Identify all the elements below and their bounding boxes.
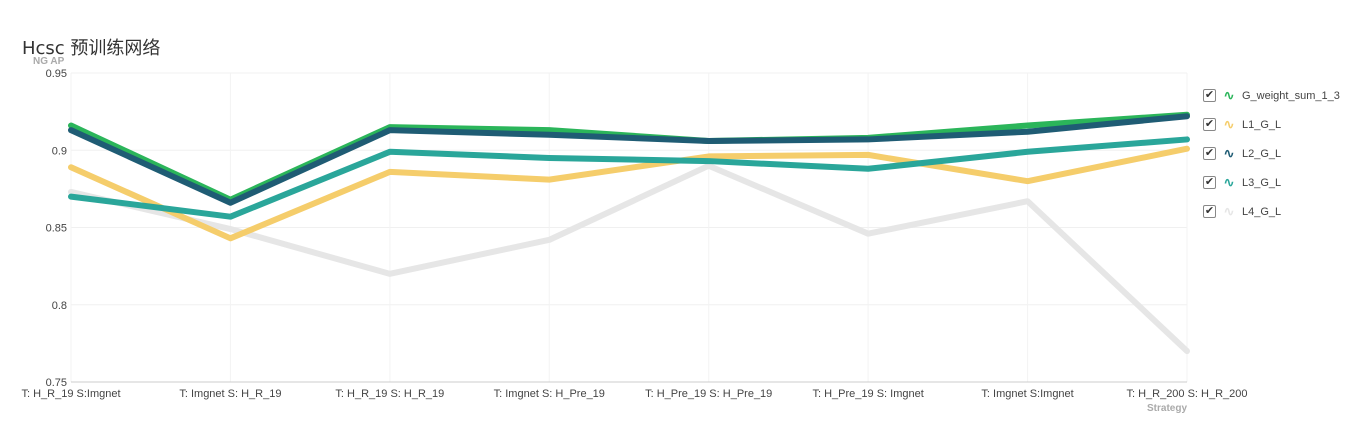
y-tick-label: 0.8 xyxy=(52,300,67,312)
legend-checkbox[interactable]: ✔ xyxy=(1203,176,1216,189)
x-tick-label: T: Imgnet S: H_R_19 xyxy=(179,388,281,400)
x-tick-label: T: Imgnet S: H_Pre_19 xyxy=(494,388,605,400)
line-series-icon: ∿ xyxy=(1223,116,1235,132)
series-line-l3-g-l xyxy=(68,136,1190,220)
x-tick-label: T: H_R_200 S: H_R_200 xyxy=(1126,388,1247,400)
legend-checkbox[interactable]: ✔ xyxy=(1203,147,1216,160)
x-tick-label: T: H_Pre_19 S: H_Pre_19 xyxy=(645,388,772,400)
x-axis-title: Strategy xyxy=(1147,403,1187,414)
legend-item-l4[interactable]: ✔ ∿ L4_G_L xyxy=(1203,197,1340,226)
legend-item-g-weight-sum[interactable]: ✔ ∿ G_weight_sum_1_3 xyxy=(1203,81,1340,110)
series-line-l4-g-l xyxy=(68,162,1190,355)
x-tick-label: T: Imgnet S:Imgnet xyxy=(981,388,1073,400)
chart-legend: ✔ ∿ G_weight_sum_1_3 ✔ ∿ L1_G_L ✔ ∿ L2_G… xyxy=(1203,81,1340,226)
line-series-icon: ∿ xyxy=(1223,87,1235,103)
legend-label: L2_G_L xyxy=(1242,147,1282,160)
legend-label: L1_G_L xyxy=(1242,118,1282,131)
y-axis-title: NG AP xyxy=(33,56,65,67)
chart-title: Hcsc 预训练网络 xyxy=(22,38,161,59)
legend-item-l2[interactable]: ✔ ∿ L2_G_L xyxy=(1203,139,1340,168)
legend-checkbox[interactable]: ✔ xyxy=(1203,118,1216,131)
y-tick-label: 0.9 xyxy=(52,145,67,157)
line-series-icon: ∿ xyxy=(1223,174,1235,190)
x-tick-label: T: H_R_19 S: H_R_19 xyxy=(335,388,444,400)
y-tick-label: 0.85 xyxy=(46,223,67,235)
legend-label: L3_G_L xyxy=(1242,176,1282,189)
legend-label: L4_G_L xyxy=(1242,205,1282,218)
line-series-icon: ∿ xyxy=(1223,145,1235,161)
legend-item-l3[interactable]: ✔ ∿ L3_G_L xyxy=(1203,168,1340,197)
legend-checkbox[interactable]: ✔ xyxy=(1203,89,1216,102)
y-tick-label: 0.75 xyxy=(46,377,67,389)
x-tick-label: T: H_Pre_19 S: Imgnet xyxy=(813,388,924,400)
series-line-l1-g-l xyxy=(68,145,1190,242)
y-tick-label: 0.95 xyxy=(46,68,67,80)
legend-label: G_weight_sum_1_3 xyxy=(1242,89,1340,102)
x-tick-label: T: H_R_19 S:Imgnet xyxy=(21,388,120,400)
legend-checkbox[interactable]: ✔ xyxy=(1203,205,1216,218)
line-series-icon: ∿ xyxy=(1223,203,1235,219)
legend-item-l1[interactable]: ✔ ∿ L1_G_L xyxy=(1203,110,1340,139)
series-line-l2-g-l xyxy=(68,113,1190,206)
